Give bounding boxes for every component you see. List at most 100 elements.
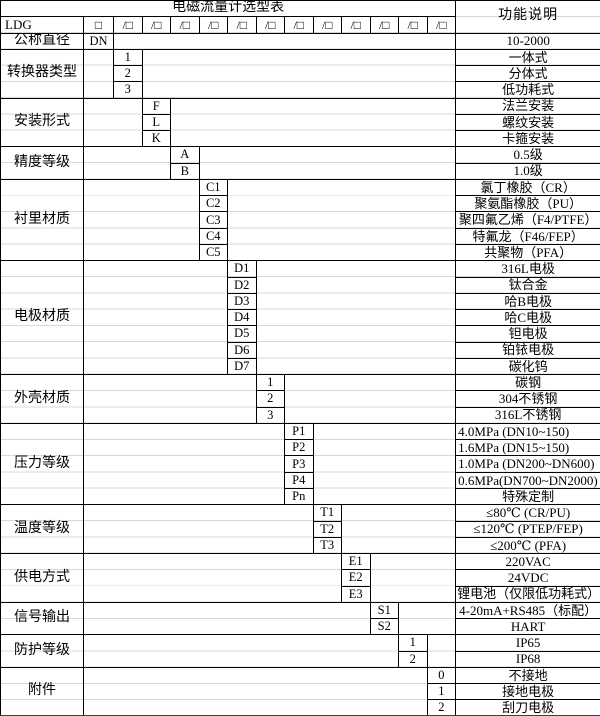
spacer-cell-right bbox=[426, 634, 457, 668]
description-cell: 刮刀电极 bbox=[455, 699, 600, 716]
description-cell: 卡箍安装 bbox=[455, 130, 600, 148]
section-row: 防护等级 1 IP65 bbox=[0, 634, 600, 668]
description-cell: 碳化钨 bbox=[455, 357, 600, 376]
spacer-cell-right bbox=[141, 48, 457, 99]
model-prefix: LDG bbox=[0, 16, 84, 34]
description-cell: IP68 bbox=[455, 650, 600, 668]
code-cell: P1 bbox=[284, 422, 314, 441]
section-row: K 卡箍安装 bbox=[1, 130, 600, 148]
model-slot-cell: /□ bbox=[141, 16, 171, 34]
section-row: D2 钛合金 bbox=[1, 276, 600, 294]
section-row: E3 锂电池（仅限低功耗式） bbox=[1, 585, 600, 603]
section-label: 压力等级 bbox=[0, 422, 84, 506]
code-cell: P4 bbox=[284, 471, 314, 489]
description-cell: 10-2000 bbox=[455, 32, 600, 50]
spacer-cell-right bbox=[283, 374, 457, 424]
spacer-cell-left bbox=[83, 504, 314, 555]
spacer-cell-left bbox=[83, 374, 257, 424]
description-cell: 220VAC bbox=[455, 553, 600, 571]
code-cell: E3 bbox=[341, 585, 371, 603]
description-cell: 螺纹安装 bbox=[455, 113, 600, 132]
spacer-cell-left bbox=[83, 553, 342, 603]
description-cell: 4-20mA+RS485（标配） bbox=[455, 601, 600, 620]
section-label: 公称直径 bbox=[0, 32, 84, 50]
code-cell: D3 bbox=[227, 292, 257, 311]
description-cell: 接地电极 bbox=[455, 683, 600, 701]
code-cell: 1 bbox=[113, 48, 143, 67]
section-row: T2 ≤120℃ (PTEP/FEP) bbox=[1, 520, 600, 538]
description-cell: 不接地 bbox=[455, 666, 600, 685]
code-cell: E1 bbox=[341, 553, 371, 571]
section-label: 外壳材质 bbox=[0, 374, 84, 424]
section-row: 精度等级 A 0.5级 bbox=[0, 146, 600, 180]
code-cell: B bbox=[170, 162, 200, 180]
model-slot-cell: /□ bbox=[369, 16, 399, 34]
description-cell: 304不锈钢 bbox=[455, 390, 600, 408]
section-row: 3 316L不锈钢 bbox=[1, 406, 600, 424]
code-cell: 2 bbox=[426, 699, 457, 716]
code-cell: 1 bbox=[255, 374, 285, 392]
description-cell: ≤120℃ (PTEP/FEP) bbox=[455, 520, 600, 538]
description-cell: 316L不锈钢 bbox=[455, 406, 600, 424]
code-cell: L bbox=[141, 113, 171, 132]
description-cell: 哈C电极 bbox=[455, 309, 600, 327]
section-row: P3 1.0MPa (DN200~DN600) bbox=[1, 455, 600, 473]
description-cell: IP65 bbox=[455, 634, 600, 652]
section-label: 衬里材质 bbox=[0, 178, 84, 262]
spacer-cell-left bbox=[83, 422, 285, 506]
code-cell: 3 bbox=[113, 81, 143, 99]
description-cell: 聚四氟乙烯（F4/PTFE） bbox=[455, 211, 600, 229]
code-cell: 2 bbox=[113, 65, 143, 83]
section-row: 安装形式 F 法兰安装 bbox=[0, 97, 600, 148]
description-cell: 一体式 bbox=[455, 48, 600, 67]
code-cell: K bbox=[141, 130, 171, 148]
spacer-cell-left bbox=[83, 260, 228, 376]
section-row: D5 钽电极 bbox=[1, 325, 600, 343]
section-row: Pn 特殊定制 bbox=[1, 487, 600, 506]
model-box-cell: □ bbox=[83, 16, 114, 34]
section-row: P2 1.6MPa (DN15~150) bbox=[1, 439, 600, 457]
code-cell: 3 bbox=[255, 406, 285, 424]
section-row: E2 24VDC bbox=[1, 569, 600, 587]
spacer-cell-right bbox=[369, 553, 457, 603]
spacer-cell-right bbox=[397, 601, 457, 636]
description-cell: 碳钢 bbox=[455, 374, 600, 392]
description-cell: HART bbox=[455, 618, 600, 636]
description-cell: 0.6MPa(DN700~DN2000) bbox=[455, 471, 600, 489]
table-title: 电磁流量计选型表 bbox=[0, 0, 457, 18]
code-cell: 2 bbox=[255, 390, 285, 408]
section-row: 压力等级 P1 4.0MPa (DN10~150) bbox=[0, 422, 600, 506]
description-cell: 1.0MPa (DN200~DN600) bbox=[455, 455, 600, 473]
section-row: 附件 0 不接地 bbox=[0, 666, 600, 716]
spacer-cell-right bbox=[312, 422, 457, 506]
description-cell: 1.0级 bbox=[455, 162, 600, 180]
section-row: 1 接地电极 bbox=[1, 683, 600, 701]
description-cell: 低功耗式 bbox=[455, 81, 600, 99]
model-slot-cell: /□ bbox=[284, 16, 314, 34]
description-cell: 24VDC bbox=[455, 569, 600, 587]
code-cell: 2 bbox=[398, 650, 428, 668]
model-slot-cell: /□ bbox=[398, 16, 428, 34]
code-cell: T1 bbox=[312, 504, 342, 522]
section-row: 温度等级 T1 ≤80℃ (CR/PU) bbox=[0, 504, 600, 555]
section-row: 2 IP68 bbox=[1, 650, 600, 668]
description-cell: 分体式 bbox=[455, 65, 600, 83]
description-cell: 锂电池（仅限低功耗式） bbox=[455, 585, 600, 603]
code-cell: P3 bbox=[284, 455, 314, 473]
section-label: 电极材质 bbox=[0, 260, 84, 376]
spacer-cell-right bbox=[340, 504, 457, 555]
spacer-cell-right bbox=[169, 97, 457, 148]
code-cell: A bbox=[170, 146, 200, 164]
spacer-cell-right bbox=[255, 260, 457, 376]
code-cell: D7 bbox=[227, 357, 257, 376]
spacer-cell-left bbox=[83, 178, 200, 262]
code-cell: DN bbox=[83, 32, 114, 50]
spacer-cell-left bbox=[83, 601, 371, 636]
description-cell: 共聚物（PFA） bbox=[455, 243, 600, 262]
section-label: 信号输出 bbox=[0, 601, 84, 636]
code-cell: D5 bbox=[227, 325, 257, 343]
description-cell: 4.0MPa (DN10~150) bbox=[455, 422, 600, 441]
